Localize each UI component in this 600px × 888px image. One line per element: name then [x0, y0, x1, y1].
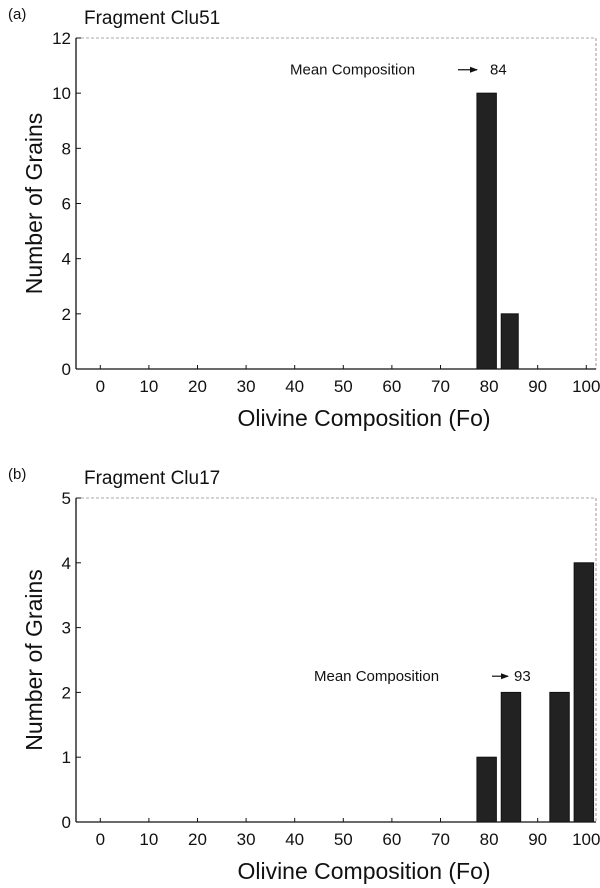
- histogram-bar: [549, 691, 570, 823]
- x-tick-label: 0: [96, 377, 105, 396]
- y-tick-label: 1: [62, 748, 71, 767]
- histogram-bar: [476, 92, 497, 370]
- y-tick-label: 0: [62, 360, 71, 379]
- x-tick-label: 30: [237, 830, 256, 849]
- x-tick-label: 70: [431, 377, 450, 396]
- x-tick-label: 0: [96, 830, 105, 849]
- annotation-arrow-head: [501, 673, 509, 680]
- annotation-value: 93: [514, 668, 531, 685]
- panel-label: (b): [8, 466, 26, 483]
- x-tick-label: 60: [382, 377, 401, 396]
- annotation-arrow-head: [470, 66, 478, 73]
- annotation-label: Mean Composition: [314, 668, 439, 685]
- y-tick-label: 4: [62, 554, 71, 573]
- x-tick-label: 100: [572, 830, 600, 849]
- histogram-bar: [500, 691, 522, 823]
- x-tick-label: 90: [528, 830, 547, 849]
- chart-panel-a: (a) Fragment Clu51 0 2 4 6 8 10 12 0 10 20 30 40 50 60 7…: [8, 6, 600, 431]
- x-tick-label: 10: [139, 830, 158, 849]
- x-axis-label: Olivine Composition (Fo): [237, 405, 490, 431]
- annotation-value: 84: [490, 62, 507, 79]
- x-axis-label: Olivine Composition (Fo): [237, 858, 490, 884]
- x-tick-label: 40: [285, 830, 304, 849]
- y-tick-label: 4: [62, 250, 71, 269]
- y-tick-label: 2: [62, 683, 71, 702]
- y-axis-label: Number of Grains: [21, 569, 47, 751]
- histogram-bar: [500, 313, 519, 370]
- y-tick-label: 5: [62, 489, 71, 508]
- chart-title: Fragment Clu51: [84, 8, 220, 29]
- x-tick-label: 100: [572, 377, 600, 396]
- annotation-label: Mean Composition: [290, 62, 415, 79]
- x-tick-label: 10: [139, 377, 158, 396]
- x-tick-label: 50: [334, 377, 353, 396]
- y-tick-label: 3: [62, 619, 71, 638]
- x-tick-label: 80: [480, 830, 499, 849]
- x-tick-label: 60: [382, 830, 401, 849]
- y-tick-label: 8: [62, 139, 71, 158]
- histogram-bar: [573, 562, 595, 823]
- x-tick-label: 50: [334, 830, 353, 849]
- y-axis-label: Number of Grains: [21, 113, 47, 295]
- panel-label: (a): [8, 6, 26, 23]
- y-tick-label: 2: [62, 305, 71, 324]
- x-tick-label: 80: [480, 377, 499, 396]
- x-tick-label: 30: [237, 377, 256, 396]
- y-tick-label: 0: [62, 813, 71, 832]
- x-tick-label: 70: [431, 830, 450, 849]
- histogram-bar: [476, 756, 497, 823]
- y-tick-label: 6: [62, 195, 71, 214]
- x-tick-label: 20: [188, 377, 207, 396]
- x-tick-label: 20: [188, 830, 207, 849]
- y-tick-label: 12: [52, 29, 71, 48]
- x-tick-label: 40: [285, 377, 304, 396]
- y-tick-label: 10: [52, 84, 71, 103]
- chart-title: Fragment Clu17: [84, 468, 220, 489]
- x-tick-label: 90: [528, 377, 547, 396]
